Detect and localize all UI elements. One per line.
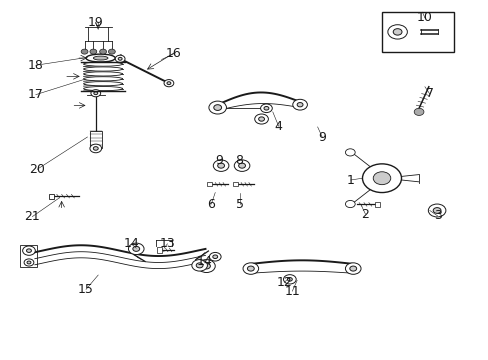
- Circle shape: [27, 261, 31, 264]
- Circle shape: [166, 82, 170, 85]
- Text: 3: 3: [433, 210, 441, 222]
- Text: 18: 18: [28, 59, 43, 72]
- Circle shape: [264, 107, 268, 110]
- Circle shape: [258, 117, 264, 121]
- Ellipse shape: [86, 54, 115, 62]
- Text: 7: 7: [425, 87, 433, 100]
- Text: 15: 15: [78, 283, 94, 296]
- Ellipse shape: [83, 67, 122, 71]
- Circle shape: [108, 49, 115, 54]
- Circle shape: [115, 55, 125, 62]
- Circle shape: [413, 108, 423, 116]
- Text: 1: 1: [346, 174, 354, 186]
- Text: 11: 11: [284, 285, 300, 298]
- Circle shape: [297, 103, 303, 107]
- Circle shape: [432, 208, 440, 213]
- Ellipse shape: [83, 77, 122, 81]
- Ellipse shape: [83, 62, 122, 66]
- Ellipse shape: [83, 82, 122, 86]
- Circle shape: [212, 255, 217, 258]
- Text: 14: 14: [196, 255, 212, 268]
- Ellipse shape: [83, 72, 122, 76]
- Ellipse shape: [93, 56, 108, 60]
- Bar: [90, 131, 102, 148]
- Circle shape: [90, 144, 102, 153]
- Circle shape: [362, 164, 401, 193]
- Bar: [206, 182, 211, 186]
- Ellipse shape: [83, 86, 122, 91]
- Circle shape: [100, 49, 106, 54]
- Circle shape: [163, 80, 173, 87]
- Circle shape: [191, 260, 207, 271]
- Circle shape: [91, 90, 101, 97]
- Circle shape: [292, 99, 307, 110]
- Text: 21: 21: [24, 210, 40, 223]
- Circle shape: [118, 57, 122, 60]
- Circle shape: [217, 163, 224, 168]
- Text: 12: 12: [276, 276, 292, 289]
- Circle shape: [427, 204, 445, 217]
- Text: 2: 2: [361, 208, 368, 221]
- Circle shape: [345, 263, 360, 274]
- Circle shape: [247, 266, 254, 271]
- Circle shape: [93, 147, 98, 150]
- Bar: [20, 244, 37, 267]
- Circle shape: [283, 275, 296, 284]
- Circle shape: [90, 49, 97, 54]
- Text: 17: 17: [28, 88, 43, 101]
- Circle shape: [254, 114, 268, 124]
- Text: 5: 5: [235, 198, 243, 211]
- Circle shape: [197, 260, 215, 273]
- Circle shape: [202, 263, 210, 269]
- Circle shape: [238, 163, 245, 168]
- Text: 16: 16: [165, 47, 182, 60]
- Circle shape: [24, 259, 34, 266]
- Circle shape: [287, 278, 292, 281]
- Circle shape: [128, 243, 144, 255]
- Bar: [381, 12, 453, 51]
- Bar: [49, 194, 54, 199]
- Circle shape: [213, 160, 228, 171]
- Circle shape: [196, 263, 203, 268]
- Circle shape: [345, 149, 354, 156]
- Text: 20: 20: [29, 163, 45, 176]
- Text: 4: 4: [274, 120, 282, 133]
- Circle shape: [372, 172, 390, 185]
- Circle shape: [133, 246, 140, 251]
- Circle shape: [243, 263, 258, 274]
- Circle shape: [213, 105, 221, 111]
- Text: 9: 9: [318, 131, 326, 144]
- Circle shape: [387, 25, 407, 39]
- Circle shape: [209, 252, 221, 261]
- Circle shape: [349, 266, 356, 271]
- Text: 9: 9: [215, 154, 223, 167]
- Circle shape: [26, 249, 31, 252]
- Circle shape: [392, 29, 401, 35]
- Circle shape: [234, 160, 249, 171]
- Text: 19: 19: [88, 16, 103, 29]
- Circle shape: [22, 246, 35, 255]
- Circle shape: [208, 101, 226, 114]
- Text: 6: 6: [207, 198, 215, 211]
- Circle shape: [94, 92, 98, 95]
- Circle shape: [345, 201, 354, 208]
- Text: 8: 8: [235, 154, 243, 167]
- Text: 14: 14: [123, 237, 139, 250]
- Circle shape: [81, 49, 88, 54]
- Text: 13: 13: [159, 237, 175, 250]
- Bar: [157, 247, 161, 253]
- Text: 10: 10: [416, 12, 432, 24]
- Bar: [374, 202, 379, 207]
- Bar: [232, 182, 237, 186]
- Circle shape: [260, 104, 272, 113]
